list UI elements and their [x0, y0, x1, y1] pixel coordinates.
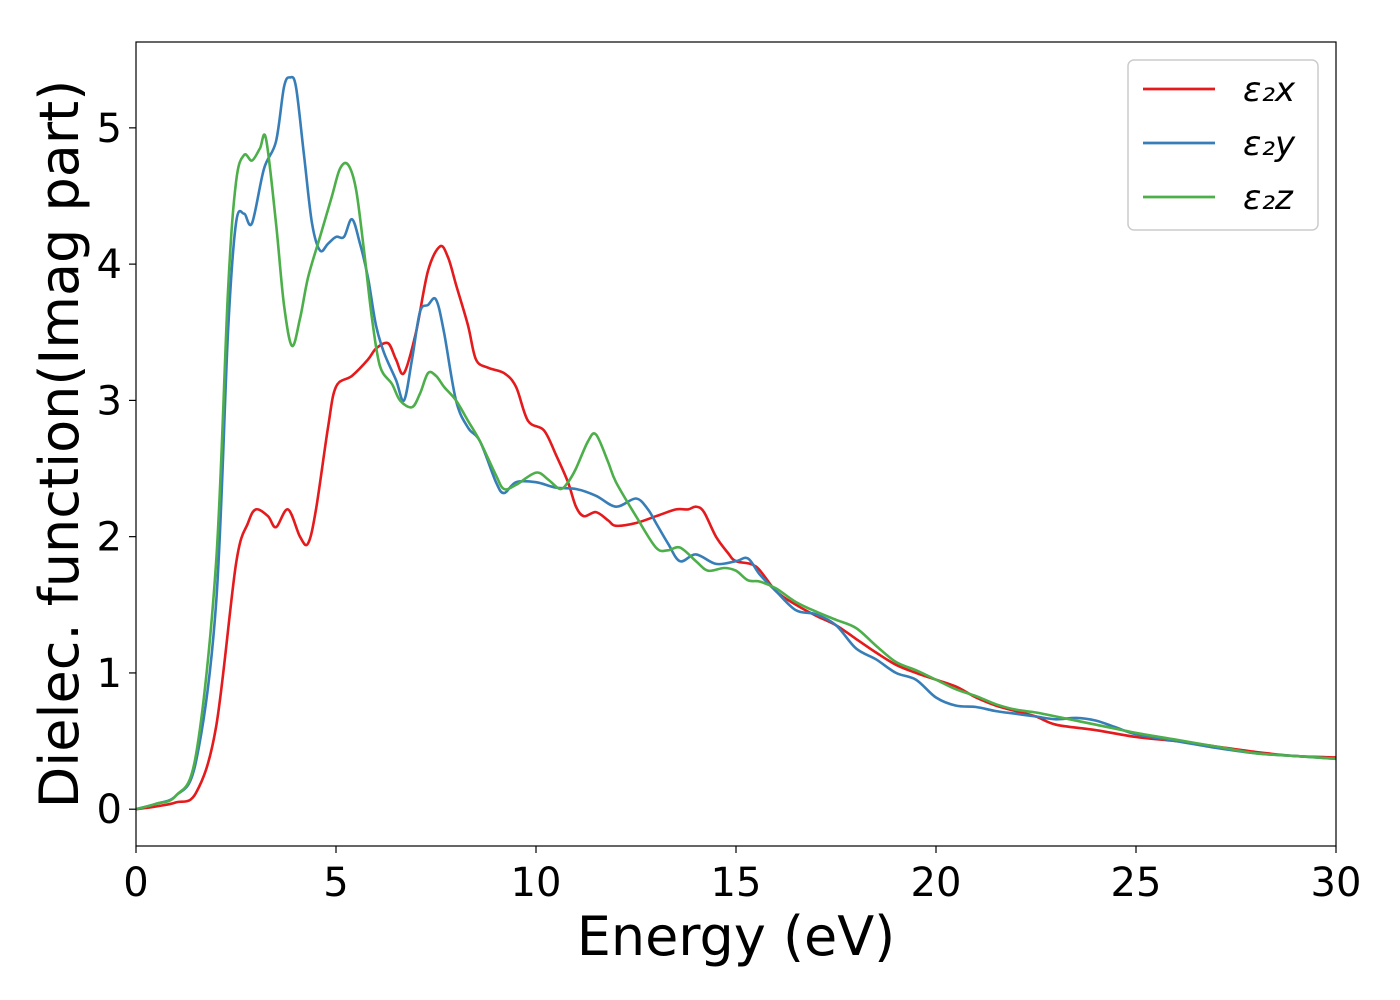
x-tick-label: 5	[323, 860, 348, 906]
x-tick-label: 30	[1311, 860, 1362, 906]
legend-label-0: ε₂x	[1243, 70, 1296, 110]
y-tick-label: 3	[97, 378, 122, 424]
x-tick-label: 20	[911, 860, 962, 906]
y-tick-label: 5	[97, 106, 122, 152]
y-tick-label: 2	[97, 515, 122, 561]
legend: ε₂x ε₂y ε₂z	[1127, 59, 1319, 231]
y-tick-label: 4	[97, 242, 122, 288]
legend-label-1: ε₂y	[1243, 124, 1296, 164]
y-tick-label: 1	[97, 651, 122, 697]
x-tick-label: 0	[123, 860, 148, 906]
x-tick-label: 10	[511, 860, 562, 906]
x-tick-label: 15	[711, 860, 762, 906]
y-axis: 0 1 2 3 4 5	[97, 106, 136, 833]
x-axis-title: Energy (eV)	[577, 905, 896, 968]
legend-label-2: ε₂z	[1243, 178, 1294, 218]
legend-box	[1127, 59, 1319, 231]
series-layer	[135, 75, 1337, 811]
series-line-1	[135, 75, 1337, 811]
series-line-2	[135, 133, 1337, 811]
y-tick-label: 0	[97, 787, 122, 833]
series-line-0	[135, 244, 1337, 811]
y-axis-title: Dielec. function(Imag part)	[28, 80, 91, 809]
x-tick-label: 25	[1111, 860, 1162, 906]
x-axis: 0 5 10 15 20 25 30	[123, 846, 1361, 906]
